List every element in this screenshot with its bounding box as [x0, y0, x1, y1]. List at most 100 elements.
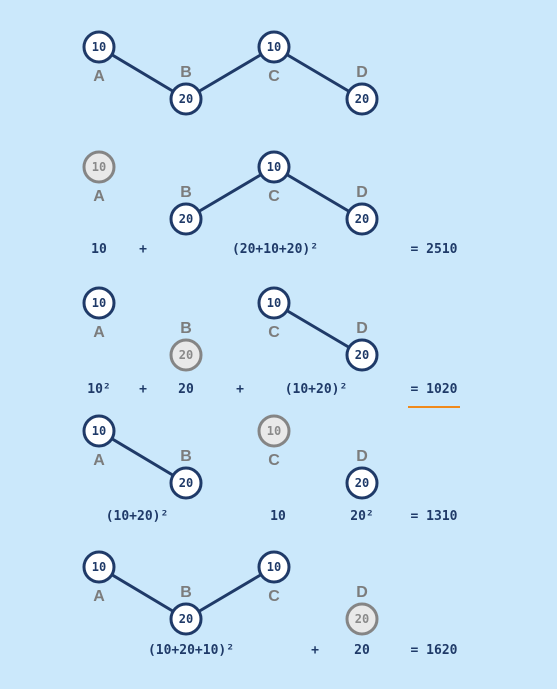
node-letter-b: B [180, 448, 192, 465]
node-d: 20 [345, 338, 379, 372]
node-letter-b: B [180, 184, 192, 201]
formula-token: (10+20)² [106, 509, 169, 524]
node-circle [82, 550, 116, 584]
edge-a-b [97, 565, 188, 621]
node-letter-b: B [180, 64, 192, 81]
node-letter-d: D [356, 320, 368, 337]
node-value: 10 [267, 296, 281, 310]
node-circle [345, 202, 379, 236]
node-value: 20 [355, 212, 369, 226]
formula-token: + [311, 643, 319, 658]
node-circle [257, 30, 291, 64]
edge-c-d [272, 165, 364, 221]
node-c: 10 [257, 414, 291, 448]
node-b: 20 [169, 338, 203, 372]
node-circle [345, 82, 379, 116]
formula-token: 20² [350, 509, 373, 524]
node-circle [257, 286, 291, 320]
node-letter-c: C [268, 188, 280, 205]
node-value: 20 [179, 348, 193, 362]
node-a: 10 [82, 150, 116, 184]
node-circle [257, 414, 291, 448]
formula-token: 10 [270, 509, 286, 524]
node-b: 20 [169, 466, 203, 500]
node-value: 10 [267, 160, 281, 174]
node-c: 10 [257, 30, 291, 64]
formula-token: (20+10+20)² [232, 242, 318, 257]
node-value: 10 [92, 40, 106, 54]
node-d: 20 [345, 202, 379, 236]
edge-c-d [272, 45, 364, 101]
diagram-row-2: 10 A 20 B 10 C 20 D 10 + (20+10+20)² = 2510 [82, 150, 458, 257]
node-letter-d: D [356, 448, 368, 465]
node-letter-b: B [180, 320, 192, 337]
node-value: 20 [355, 476, 369, 490]
node-letter-a: A [93, 452, 105, 469]
edge-a-b [97, 429, 188, 485]
node-circle [82, 414, 116, 448]
node-value: 20 [179, 92, 193, 106]
node-circle [169, 602, 203, 636]
node-letter-c: C [268, 324, 280, 341]
node-a: 10 [82, 550, 116, 584]
node-letter-a: A [93, 324, 105, 341]
node-value: 20 [355, 348, 369, 362]
node-value: 10 [267, 40, 281, 54]
node-letter-c: C [268, 452, 280, 469]
formula-token: = 1620 [411, 643, 458, 658]
formula-token: (10+20+10)² [148, 643, 234, 658]
node-c: 10 [257, 286, 291, 320]
node-circle [82, 286, 116, 320]
node-circle [82, 30, 116, 64]
node-circle [345, 602, 379, 636]
diagram-row-4: 10 A 20 B 10 C 20 D (10+20)² 10 20² = 1310 [82, 414, 458, 524]
diagram-row-3: 10 A 20 B 10 C 20 D 10² +20 + (10+20)² = 1020 [82, 286, 460, 408]
node-a: 10 [82, 286, 116, 320]
formula-token: 20 [178, 382, 194, 397]
diagram-row-5: 10 A 20 B 10 C 20 D (10+20+10)² +20 = 1620 [82, 550, 458, 658]
formula-token: (10+20)² [285, 382, 348, 397]
node-letter-c: C [268, 68, 280, 85]
node-value: 20 [179, 612, 193, 626]
node-a: 10 [82, 414, 116, 448]
node-circle [257, 150, 291, 184]
edge-b-c [184, 45, 276, 101]
formula-token: = 1310 [411, 509, 458, 524]
node-b: 20 [169, 202, 203, 236]
node-c: 10 [257, 550, 291, 584]
node-d: 20 [345, 82, 379, 116]
node-letter-b: B [180, 584, 192, 601]
diagram-row-1: 10 A 20 B 10 C 20 D [82, 30, 379, 116]
node-value: 20 [355, 612, 369, 626]
node-d: 20 [345, 466, 379, 500]
node-a: 10 [82, 30, 116, 64]
formula-token: + [236, 382, 244, 397]
node-circle [257, 550, 291, 584]
node-value: 20 [355, 92, 369, 106]
node-letter-d: D [356, 64, 368, 81]
node-letter-a: A [93, 68, 105, 85]
formula-token: 10² [87, 382, 110, 397]
node-value: 10 [92, 160, 106, 174]
formula-token: + [139, 382, 147, 397]
edge-b-c [184, 565, 276, 621]
node-circle [345, 466, 379, 500]
node-value: 20 [179, 212, 193, 226]
formula-token: 10 [91, 242, 107, 257]
node-circle [345, 338, 379, 372]
node-circle [169, 466, 203, 500]
node-b: 20 [169, 82, 203, 116]
node-letter-c: C [268, 588, 280, 605]
formula-token: 20 [354, 643, 370, 658]
node-c: 10 [257, 150, 291, 184]
node-letter-d: D [356, 584, 368, 601]
node-circle [169, 338, 203, 372]
edge-a-b [97, 45, 188, 101]
node-letter-a: A [93, 588, 105, 605]
node-b: 20 [169, 602, 203, 636]
node-value: 10 [92, 560, 106, 574]
node-circle [169, 202, 203, 236]
edge-c-d [272, 301, 364, 357]
formula-token: = 2510 [411, 242, 458, 257]
